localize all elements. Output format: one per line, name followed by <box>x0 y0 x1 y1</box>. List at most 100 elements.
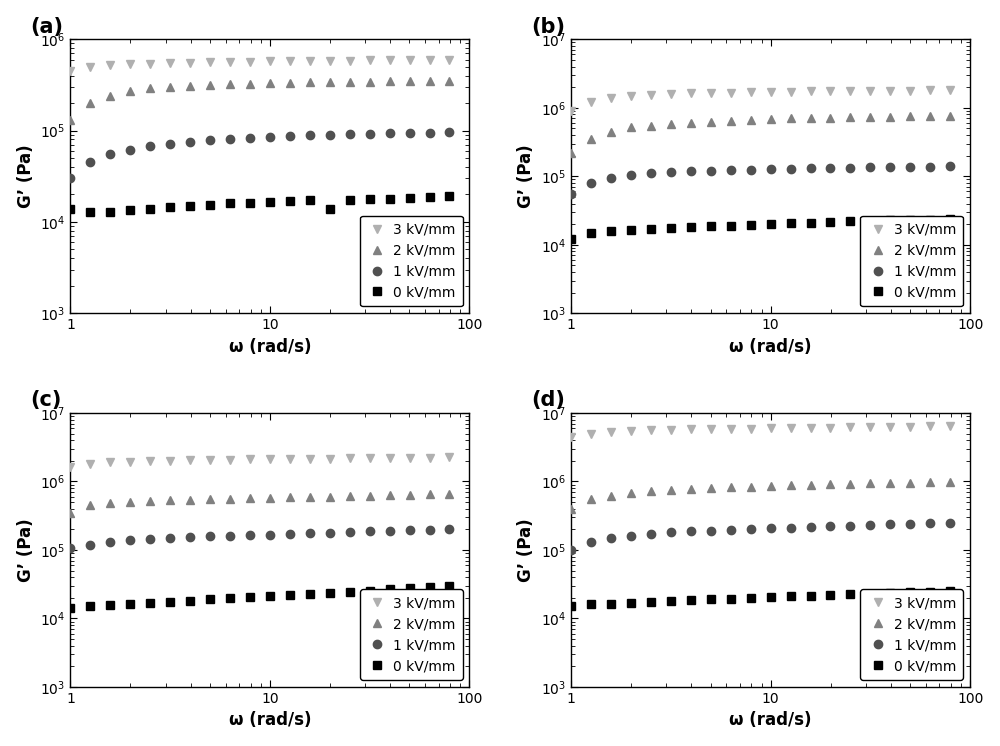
3 kV/mm <box>625 426 637 435</box>
2 kV/mm <box>705 483 717 492</box>
2 kV/mm <box>665 486 677 495</box>
0 kV/mm <box>924 587 936 596</box>
3 kV/mm <box>665 425 677 434</box>
1 kV/mm <box>745 166 757 175</box>
0 kV/mm <box>344 587 356 596</box>
Legend: 3 kV/mm, 2 kV/mm, 1 kV/mm, 0 kV/mm: 3 kV/mm, 2 kV/mm, 1 kV/mm, 0 kV/mm <box>360 589 463 680</box>
1 kV/mm <box>364 527 376 536</box>
1 kV/mm <box>204 136 216 145</box>
1 kV/mm <box>144 142 156 151</box>
2 kV/mm <box>264 79 276 88</box>
3 kV/mm <box>443 55 455 64</box>
2 kV/mm <box>164 83 176 92</box>
2 kV/mm <box>685 119 697 128</box>
3 kV/mm <box>924 86 936 95</box>
2 kV/mm <box>824 113 836 122</box>
3 kV/mm <box>844 423 856 432</box>
1 kV/mm <box>164 140 176 148</box>
1 kV/mm <box>944 162 956 171</box>
2 kV/mm <box>785 114 797 123</box>
0 kV/mm <box>84 207 96 216</box>
Legend: 3 kV/mm, 2 kV/mm, 1 kV/mm, 0 kV/mm: 3 kV/mm, 2 kV/mm, 1 kV/mm, 0 kV/mm <box>860 589 963 680</box>
2 kV/mm <box>645 486 657 495</box>
2 kV/mm <box>685 484 697 493</box>
0 kV/mm <box>625 225 637 234</box>
1 kV/mm <box>164 533 176 542</box>
2 kV/mm <box>304 492 316 501</box>
3 kV/mm <box>144 457 156 466</box>
2 kV/mm <box>204 81 216 90</box>
3 kV/mm <box>64 463 76 472</box>
Line: 1 kV/mm: 1 kV/mm <box>567 518 954 554</box>
2 kV/mm <box>665 119 677 128</box>
1 kV/mm <box>725 166 737 175</box>
2 kV/mm <box>585 134 597 143</box>
3 kV/mm <box>944 421 956 430</box>
2 kV/mm <box>184 495 196 504</box>
0 kV/mm <box>204 595 216 604</box>
1 kV/mm <box>224 135 236 144</box>
2 kV/mm <box>645 121 657 130</box>
3 kV/mm <box>605 93 617 102</box>
1 kV/mm <box>585 178 597 187</box>
X-axis label: ω (rad/s): ω (rad/s) <box>229 712 311 730</box>
2 kV/mm <box>244 494 256 503</box>
3 kV/mm <box>104 60 116 69</box>
3 kV/mm <box>404 454 416 463</box>
1 kV/mm <box>864 521 876 530</box>
2 kV/mm <box>384 77 396 86</box>
2 kV/mm <box>765 115 777 124</box>
Line: 2 kV/mm: 2 kV/mm <box>66 489 454 517</box>
0 kV/mm <box>725 221 737 230</box>
3 kV/mm <box>424 453 436 462</box>
3 kV/mm <box>264 454 276 463</box>
1 kV/mm <box>264 530 276 539</box>
Text: (b): (b) <box>531 16 565 37</box>
1 kV/mm <box>765 524 777 533</box>
2 kV/mm <box>884 478 896 487</box>
1 kV/mm <box>424 128 436 137</box>
1 kV/mm <box>64 174 76 183</box>
2 kV/mm <box>244 79 256 88</box>
3 kV/mm <box>184 456 196 465</box>
3 kV/mm <box>204 57 216 66</box>
Line: 3 kV/mm: 3 kV/mm <box>567 422 954 441</box>
0 kV/mm <box>924 216 936 225</box>
0 kV/mm <box>824 218 836 227</box>
0 kV/mm <box>884 216 896 225</box>
1 kV/mm <box>785 523 797 532</box>
1 kV/mm <box>184 137 196 146</box>
1 kV/mm <box>665 168 677 177</box>
2 kV/mm <box>64 508 76 517</box>
0 kV/mm <box>164 203 176 212</box>
0 kV/mm <box>244 592 256 601</box>
2 kV/mm <box>204 495 216 504</box>
2 kV/mm <box>864 479 876 488</box>
0 kV/mm <box>645 598 657 606</box>
1 kV/mm <box>324 131 336 140</box>
1 kV/mm <box>844 521 856 530</box>
1 kV/mm <box>64 544 76 553</box>
2 kV/mm <box>404 490 416 499</box>
2 kV/mm <box>84 98 96 107</box>
0 kV/mm <box>204 200 216 209</box>
1 kV/mm <box>364 129 376 138</box>
3 kV/mm <box>864 423 876 432</box>
1 kV/mm <box>665 528 677 537</box>
2 kV/mm <box>124 498 136 507</box>
0 kV/mm <box>864 216 876 225</box>
2 kV/mm <box>344 492 356 501</box>
1 kV/mm <box>645 169 657 178</box>
3 kV/mm <box>284 57 296 66</box>
3 kV/mm <box>884 422 896 431</box>
0 kV/mm <box>364 586 376 595</box>
2 kV/mm <box>785 480 797 489</box>
3 kV/mm <box>364 454 376 463</box>
2 kV/mm <box>944 477 956 486</box>
2 kV/mm <box>443 76 455 85</box>
2 kV/mm <box>705 118 717 127</box>
0 kV/mm <box>104 601 116 610</box>
2 kV/mm <box>745 482 757 491</box>
2 kV/mm <box>404 77 416 86</box>
1 kV/mm <box>104 538 116 547</box>
